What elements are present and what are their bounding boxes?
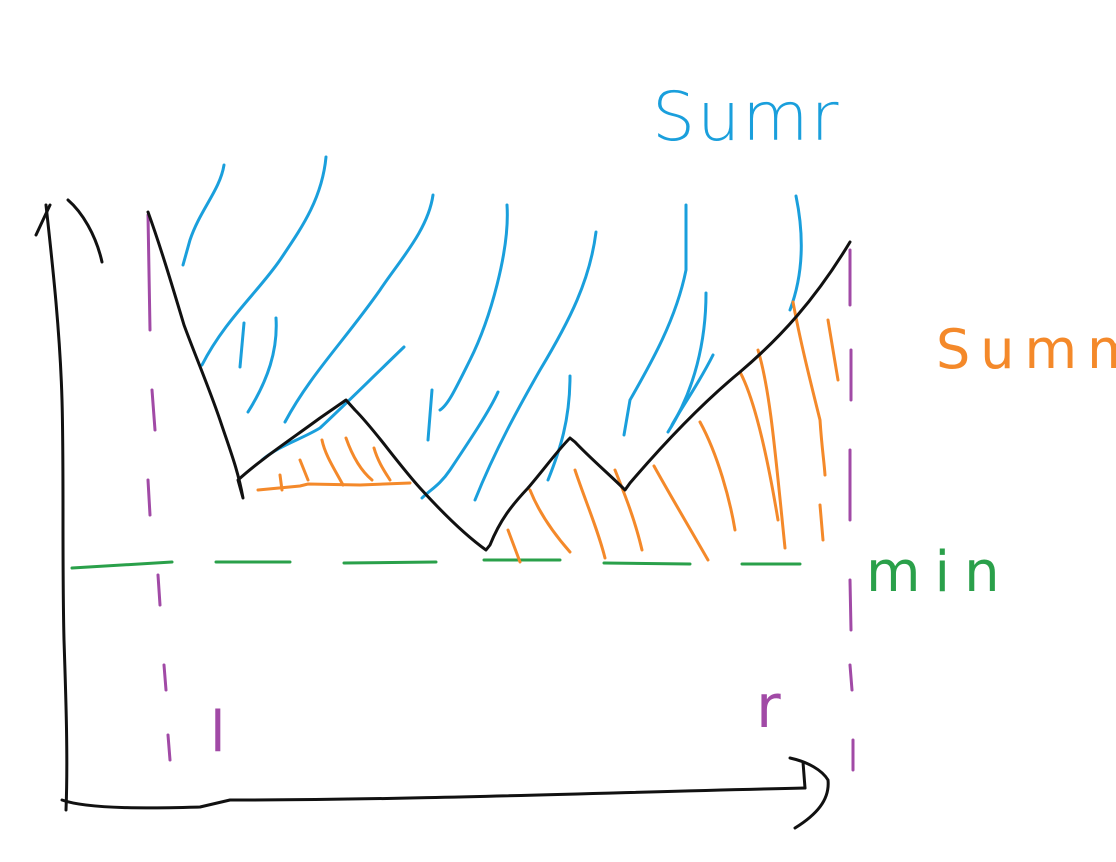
min-line — [70, 558, 802, 570]
sum-r-hatching — [181, 155, 803, 502]
bounds — [146, 213, 855, 772]
function-curve — [146, 210, 852, 552]
right-bound-line — [848, 248, 855, 772]
sum-r-label: Sumr — [652, 78, 841, 157]
min-label: min — [866, 540, 1014, 605]
x-axis — [60, 786, 807, 810]
right-bound-label: r — [756, 672, 781, 742]
left-bound-label: l — [210, 700, 226, 765]
y-axis-arrow — [34, 198, 104, 264]
x-axis-arrow — [788, 756, 830, 830]
sum-m-hatching — [256, 300, 840, 564]
axes — [34, 198, 830, 830]
left-bound-line — [146, 213, 172, 762]
y-axis — [44, 203, 69, 812]
